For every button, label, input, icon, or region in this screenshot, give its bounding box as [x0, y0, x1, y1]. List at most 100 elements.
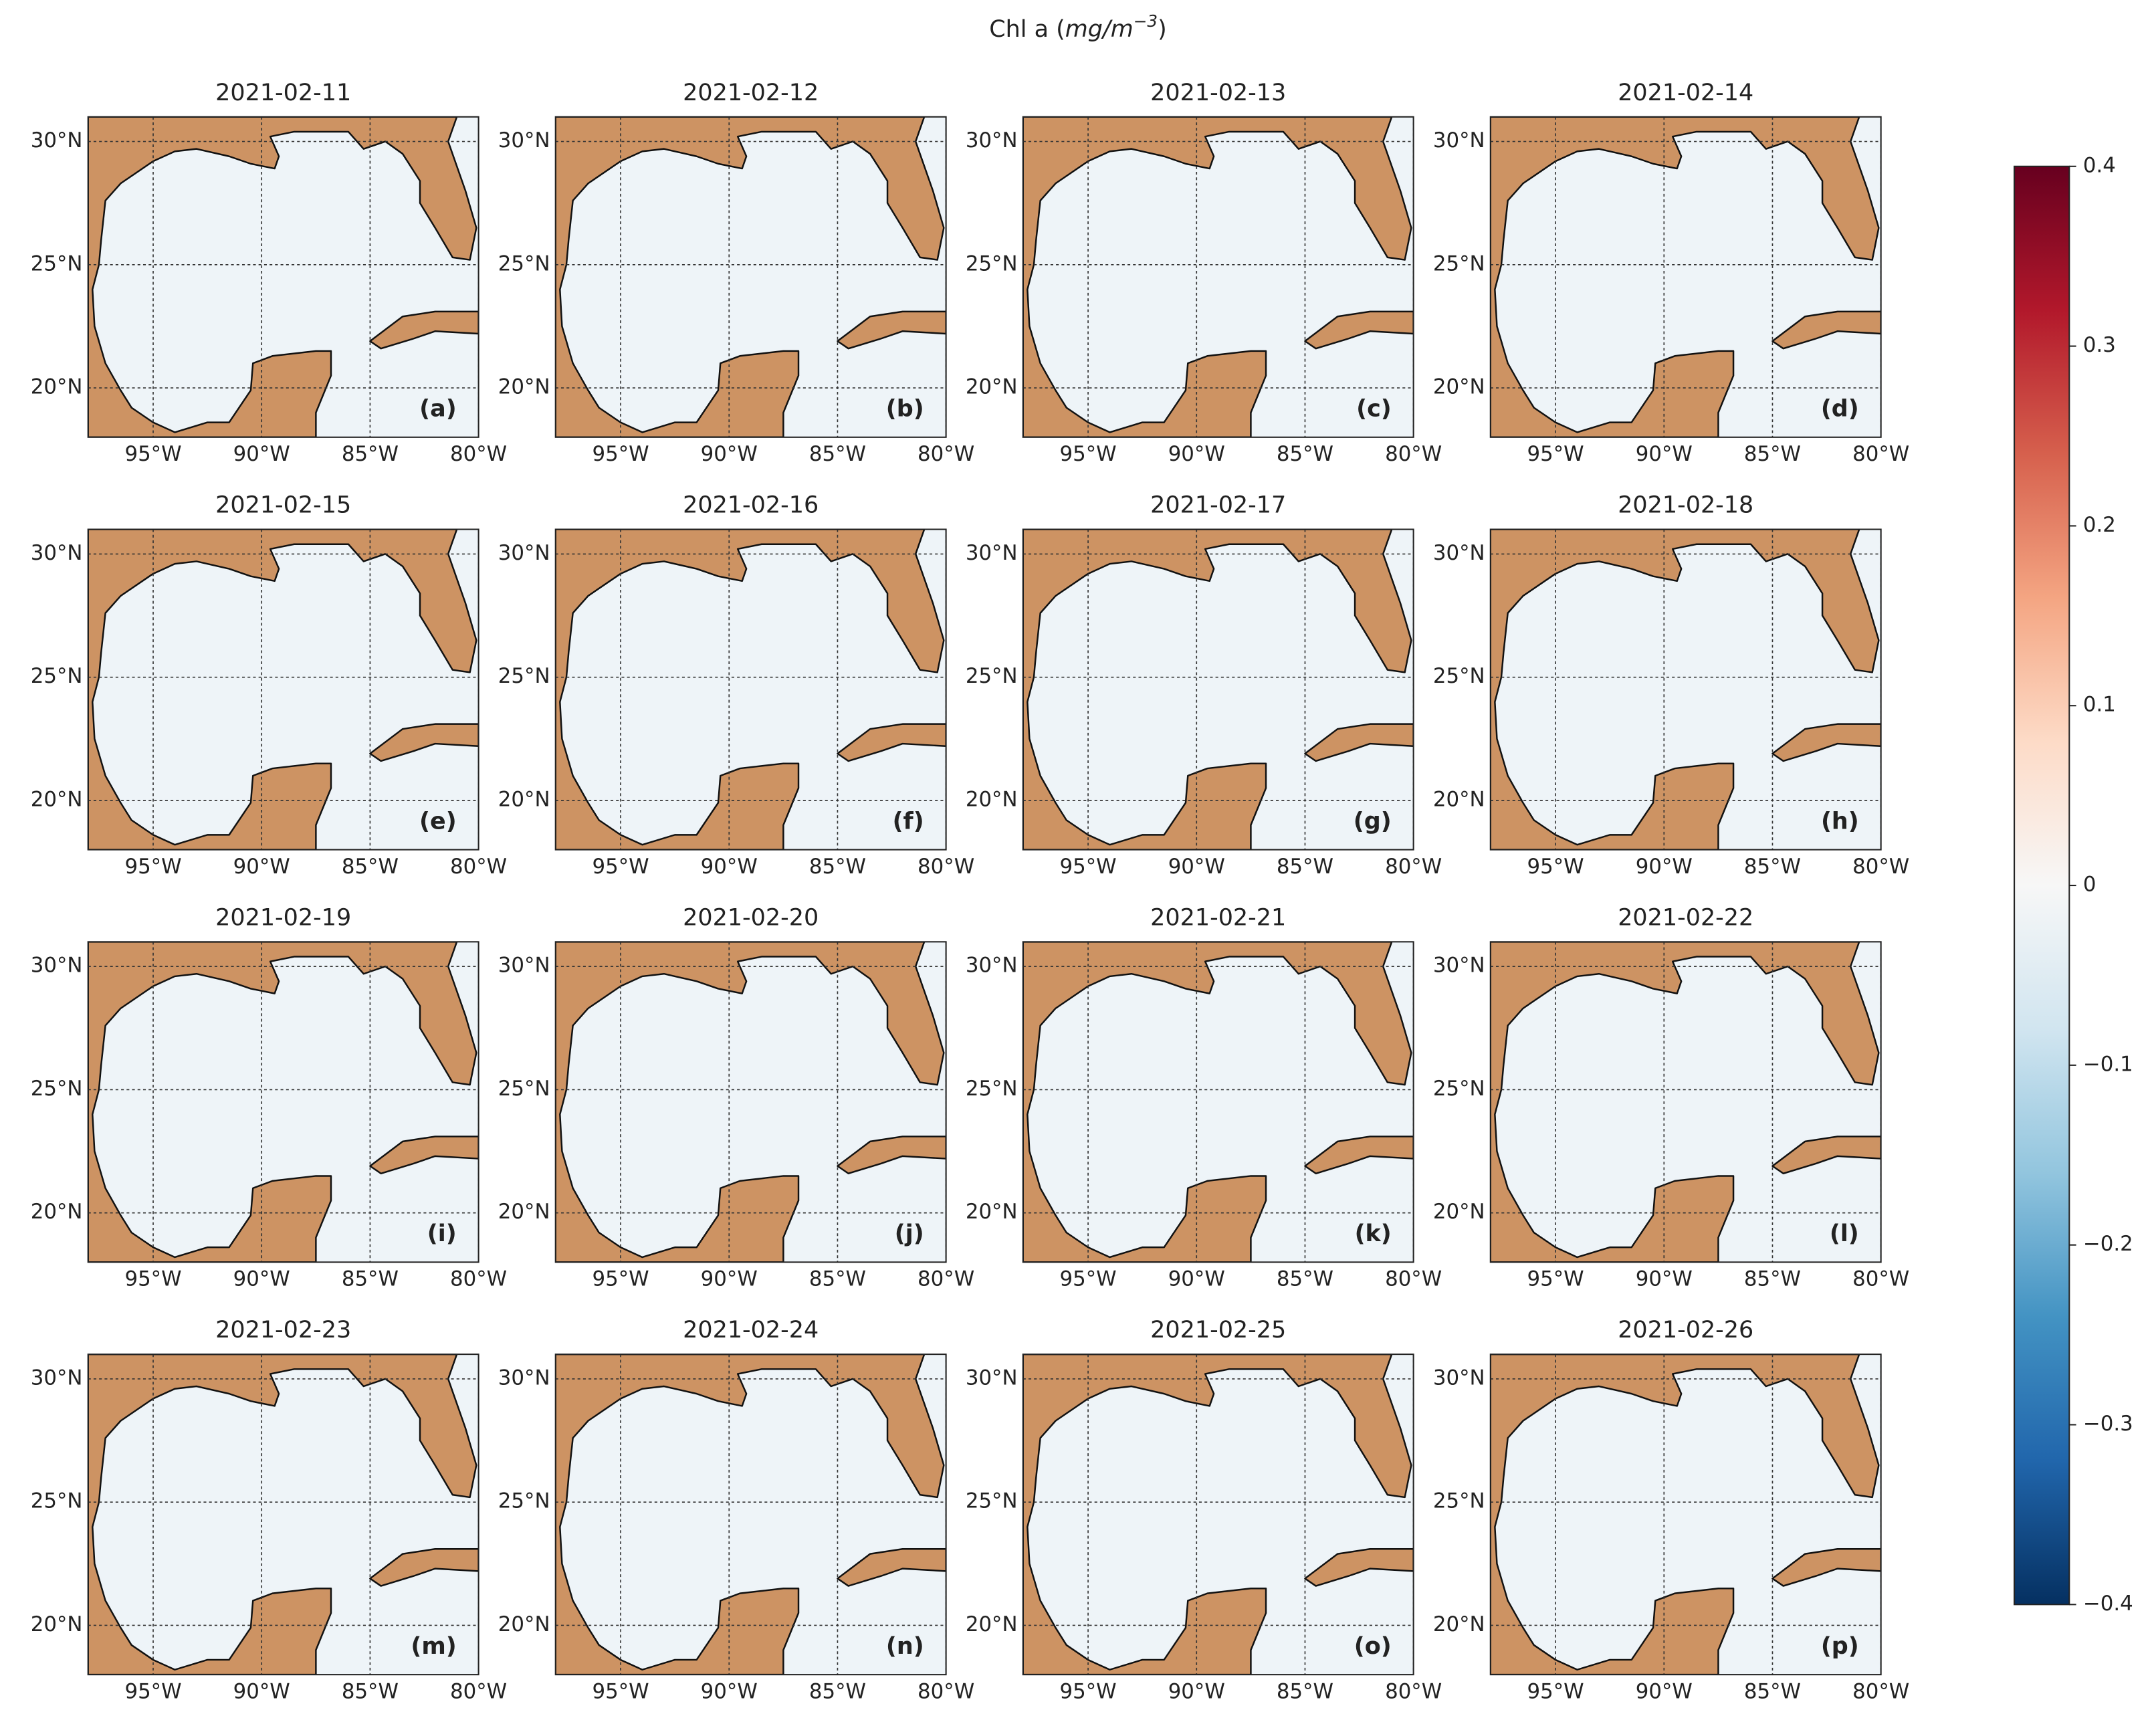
panel-label: (o) — [1354, 1633, 1392, 1660]
colorbar-tick-label: −0.1 — [2083, 1052, 2133, 1076]
y-tick-label: 20°N — [31, 1612, 83, 1636]
y-tick-label: 30°N — [498, 1366, 550, 1390]
x-tick-label: 95°W — [592, 855, 649, 879]
figure-title: Chl a (mg/m−3) — [989, 11, 1167, 43]
title-suffix: ) — [1158, 16, 1167, 43]
x-tick-label: 90°W — [701, 855, 758, 879]
map-panel: 95°W 90°W 85°W 80°W 20°N 25°N 30°N 2021-02-14 (d… — [1433, 80, 1909, 466]
frame — [87, 941, 479, 1263]
x-tick-label: 95°W — [1527, 442, 1584, 466]
land — [1022, 529, 1412, 850]
y-tick-label: 20°N — [31, 375, 83, 399]
panel-title: 2021-02-26 — [1618, 1317, 1753, 1343]
x-tick-label: 95°W — [124, 1679, 181, 1703]
land — [1304, 310, 1414, 350]
panel-title: 2021-02-14 — [1618, 80, 1753, 106]
x-tick-label: 90°W — [1636, 855, 1693, 879]
map-body — [1022, 942, 1414, 1263]
x-tick-label: 95°W — [592, 1679, 649, 1703]
frame — [1489, 941, 1882, 1263]
map-body — [1022, 116, 1414, 437]
y-tick-label: 30°N — [1433, 954, 1485, 978]
frame — [1489, 1354, 1882, 1676]
y-tick-label: 20°N — [1433, 1200, 1485, 1224]
land — [837, 1548, 946, 1587]
land — [1490, 1354, 1880, 1675]
frame — [554, 1354, 947, 1676]
frame — [1489, 528, 1882, 851]
x-tick-label: 80°W — [450, 855, 507, 879]
y-tick-label: 20°N — [966, 1612, 1018, 1636]
x-tick-label: 90°W — [701, 442, 758, 466]
land — [88, 942, 477, 1263]
panel-title: 2021-02-13 — [1150, 80, 1286, 106]
map-panel: 95°W 90°W 85°W 80°W 20°N 25°N 30°N 2021-02-19 (i… — [31, 904, 507, 1291]
x-tick-label: 85°W — [1277, 442, 1333, 466]
panel-title: 2021-02-20 — [683, 904, 819, 931]
colorbar-tick-label: 0.2 — [2083, 513, 2116, 537]
x-tick-label: 80°W — [1385, 1267, 1442, 1291]
x-tick-label: 85°W — [1744, 442, 1801, 466]
x-tick-label: 85°W — [1277, 1679, 1333, 1703]
y-tick-label: 20°N — [966, 375, 1018, 399]
land — [1304, 723, 1414, 762]
y-tick-label: 25°N — [1433, 251, 1485, 276]
x-tick-label: 95°W — [124, 1267, 181, 1291]
map-body — [1490, 529, 1881, 850]
frame — [1022, 941, 1414, 1263]
colorbar — [2014, 165, 2070, 1606]
title-units: mg/m — [1065, 16, 1134, 43]
x-tick-label: 95°W — [124, 855, 181, 879]
panel-label: (l) — [1830, 1220, 1859, 1247]
y-tick-label: 30°N — [31, 541, 83, 565]
y-tick-label: 25°N — [1433, 1489, 1485, 1513]
x-tick-label: 80°W — [450, 1267, 507, 1291]
x-tick-label: 90°W — [1168, 855, 1225, 879]
map-panel: 95°W 90°W 85°W 80°W 20°N 25°N 30°N 2021-02-20 (j… — [498, 904, 974, 1291]
map-body — [555, 1354, 946, 1675]
x-tick-label: 95°W — [1527, 1267, 1584, 1291]
panel-title: 2021-02-16 — [683, 492, 819, 519]
colorbar-tick-label: 0.4 — [2083, 153, 2116, 177]
panel-title: 2021-02-21 — [1150, 904, 1286, 931]
y-tick-label: 25°N — [966, 664, 1018, 688]
panel-title: 2021-02-17 — [1150, 492, 1286, 519]
panel-label: (n) — [886, 1633, 924, 1660]
land — [88, 116, 477, 437]
y-tick-label: 25°N — [1433, 1077, 1485, 1101]
y-tick-label: 25°N — [31, 1489, 83, 1513]
y-tick-label: 30°N — [966, 954, 1018, 978]
panel-title: 2021-02-22 — [1618, 904, 1753, 931]
land — [837, 310, 946, 350]
land — [369, 723, 479, 762]
y-tick-label: 20°N — [498, 787, 550, 811]
x-tick-label: 85°W — [1744, 1267, 1801, 1291]
x-tick-label: 80°W — [1385, 855, 1442, 879]
x-tick-label: 85°W — [1744, 1679, 1801, 1703]
x-tick-label: 85°W — [1277, 1267, 1333, 1291]
y-tick-label: 20°N — [1433, 787, 1485, 811]
land — [369, 1548, 479, 1587]
x-tick-label: 95°W — [124, 442, 181, 466]
y-tick-label: 25°N — [966, 1077, 1018, 1101]
map-body — [88, 942, 479, 1263]
y-tick-label: 20°N — [498, 375, 550, 399]
y-tick-label: 25°N — [966, 251, 1018, 276]
x-tick-label: 90°W — [701, 1679, 758, 1703]
map-body — [555, 529, 946, 850]
map-panel: 95°W 90°W 85°W 80°W 20°N 25°N 30°N 2021-02-22 (l… — [1433, 904, 1909, 1291]
panel-label: (a) — [419, 396, 457, 423]
y-tick-label: 25°N — [498, 1489, 550, 1513]
x-tick-label: 90°W — [233, 442, 290, 466]
colorbar-tick-label: 0 — [2083, 873, 2096, 897]
y-tick-label: 30°N — [31, 1366, 83, 1390]
frame — [1022, 1354, 1414, 1676]
x-tick-label: 85°W — [1277, 855, 1333, 879]
land — [555, 942, 945, 1263]
land — [88, 529, 477, 850]
x-tick-label: 90°W — [233, 1267, 290, 1291]
colorbar-tick-label: 0.1 — [2083, 693, 2116, 717]
frame — [1022, 528, 1414, 851]
frame — [554, 528, 947, 851]
title-prefix: Chl a ( — [989, 16, 1065, 43]
